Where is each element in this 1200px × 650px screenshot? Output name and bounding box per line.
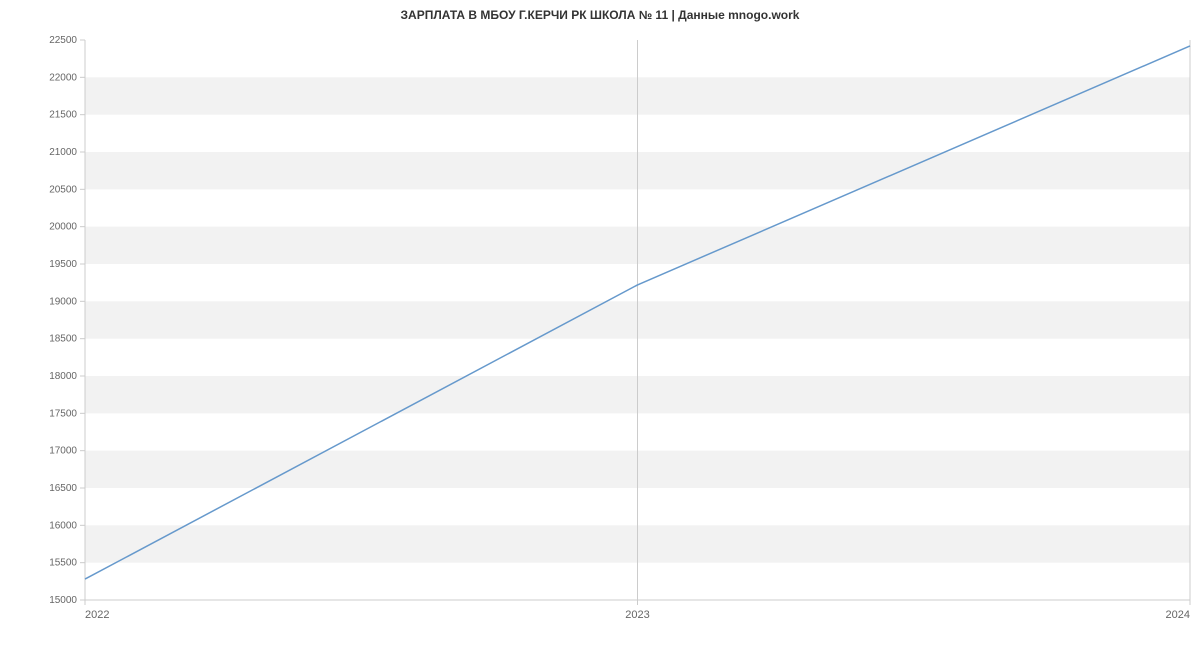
svg-text:16000: 16000	[49, 520, 77, 531]
svg-text:22500: 22500	[49, 35, 77, 46]
svg-text:22000: 22000	[49, 72, 77, 83]
chart-svg: 15000 15500 16000 16500 17000 17500 18000 18500…	[0, 0, 1200, 650]
svg-text:2022: 2022	[85, 609, 109, 621]
svg-text:17500: 17500	[49, 408, 77, 419]
svg-text:18500: 18500	[49, 334, 77, 345]
svg-text:17000: 17000	[49, 446, 77, 457]
svg-text:20500: 20500	[49, 184, 77, 195]
svg-text:16500: 16500	[49, 483, 77, 494]
svg-text:21500: 21500	[49, 110, 77, 121]
svg-text:21000: 21000	[49, 147, 77, 158]
svg-text:2024: 2024	[1166, 609, 1190, 621]
svg-text:18000: 18000	[49, 371, 77, 382]
svg-text:19500: 19500	[49, 259, 77, 270]
svg-text:20000: 20000	[49, 222, 77, 233]
salary-chart: ЗАРПЛАТА В МБОУ Г.КЕРЧИ РК ШКОЛА № 11 | …	[0, 0, 1200, 650]
svg-text:15000: 15000	[49, 595, 77, 606]
svg-text:19000: 19000	[49, 296, 77, 307]
svg-text:2023: 2023	[625, 609, 649, 621]
svg-text:15500: 15500	[49, 558, 77, 569]
